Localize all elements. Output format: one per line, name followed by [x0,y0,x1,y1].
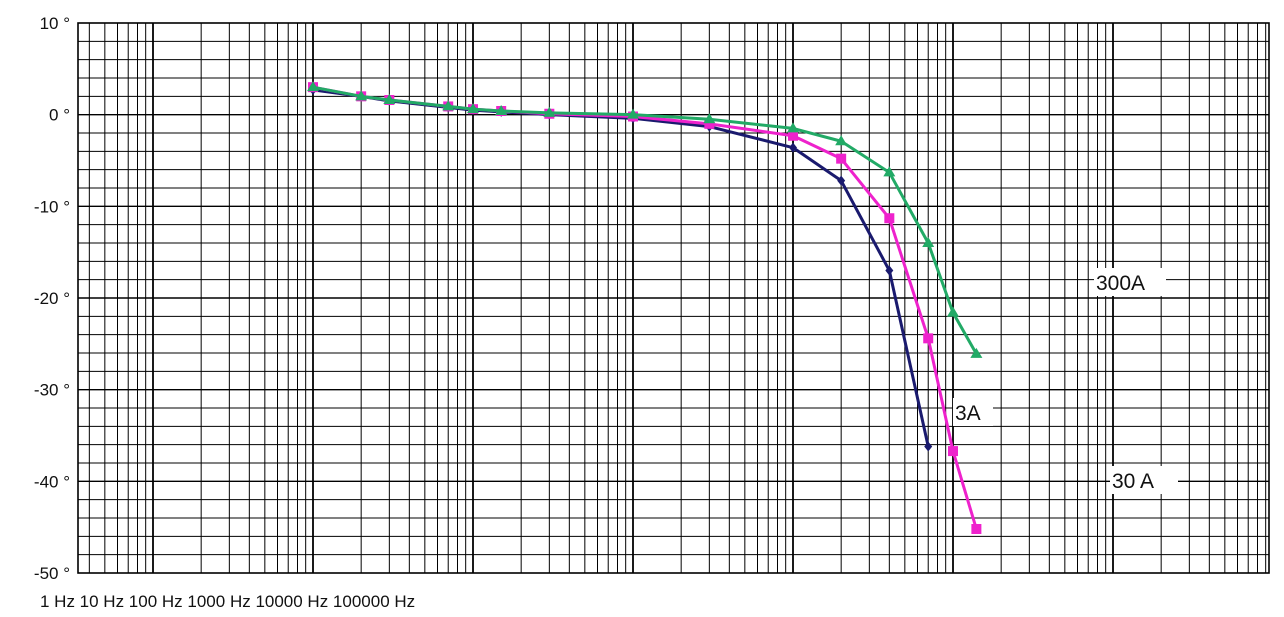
data-point [836,153,847,164]
data-point [307,81,319,92]
data-point [948,446,958,457]
data-point [884,213,895,224]
data-point [924,441,933,452]
data-point [543,106,556,117]
series-annotation: 3A [955,402,981,425]
y-tick-label: -40 ° [34,472,70,491]
data-point [703,113,716,124]
phase-chart: 10 °0 °-10 °-20 °-30 °-40 °-50 ° 300A3A3… [34,14,1270,583]
x-axis-labels: 1 Hz 10 Hz 100 Hz 1000 Hz 10000 Hz 10000… [40,592,416,611]
annotation-bg [1094,268,1166,296]
data-point [883,166,896,177]
annotation-bg [1110,466,1178,494]
y-tick-label: -10 ° [34,197,70,216]
data-point [787,122,799,133]
data-point [837,175,846,186]
data-point [922,237,935,247]
data-point [885,265,894,276]
data-point [704,118,715,129]
grid [77,22,1270,574]
data-point [627,108,639,119]
y-tick-label: -50 ° [34,564,70,583]
annotation-layer: 300A 3A 30 A [953,268,1178,494]
series-annotation: 300A [1096,272,1145,295]
y-axis: 10 ° 0 ° -10 ° -20 ° -30 ° -40 ° -50 ° [34,14,70,583]
data-point [789,142,797,153]
annotation-bg [953,398,993,426]
data-point [923,333,934,344]
data-point [495,105,508,115]
data-point [383,94,396,104]
data-point [970,347,983,358]
y-tick-label: 10 ° [40,14,70,33]
data-point [467,103,479,114]
series-300a [307,81,983,358]
data-point [355,90,368,101]
series-annotation: 30 A [1112,470,1154,493]
y-tick-label: -30 ° [34,381,70,400]
data-point [971,524,982,534]
data-point [947,306,959,317]
data-point [442,100,455,111]
y-tick-label: -20 ° [34,289,70,308]
y-tick-label: 0 ° [49,106,70,125]
data-point [835,135,848,146]
data-point [788,130,798,141]
series-layer [307,81,983,534]
